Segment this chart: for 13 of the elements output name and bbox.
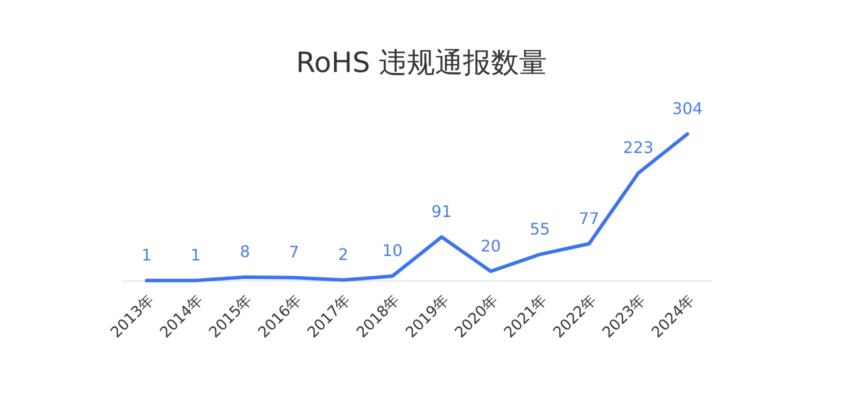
data-label: 1 xyxy=(142,246,152,265)
data-label: 55 xyxy=(530,219,550,238)
data-label: 91 xyxy=(431,202,452,221)
data-label: 8 xyxy=(240,242,250,262)
data-label: 2 xyxy=(338,245,348,264)
data-label: 1 xyxy=(190,246,201,265)
data-label: 7 xyxy=(289,242,300,262)
data-label: 20 xyxy=(480,236,501,256)
data-label: 223 xyxy=(622,138,654,158)
data-label: 10 xyxy=(382,241,403,260)
data-label: 304 xyxy=(672,99,703,118)
data-label: 77 xyxy=(578,208,600,228)
title: RoHS 违规通报数量 xyxy=(296,46,548,79)
